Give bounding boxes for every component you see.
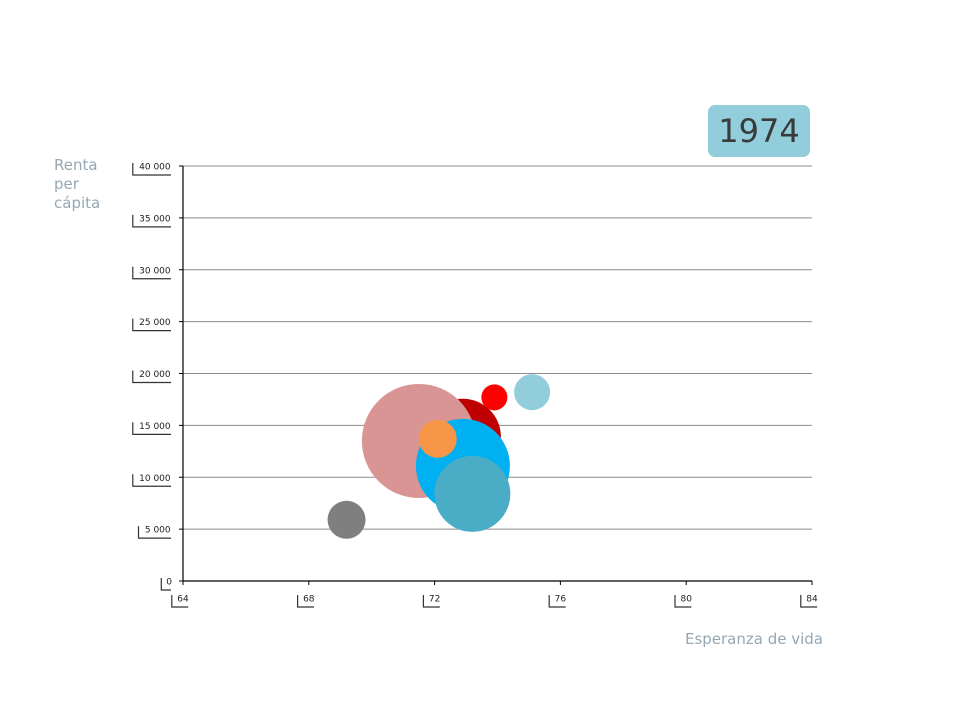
y-tick-label: 30 000 <box>139 266 171 276</box>
y-tick-label-shadow <box>132 422 171 435</box>
x-tick-label: 76 <box>555 595 567 605</box>
x-tick-label-shadow <box>800 595 818 608</box>
y-tick-label-shadow <box>132 318 171 332</box>
y-tick-label: 5 000 <box>145 526 171 536</box>
y-tick-label-shadow <box>160 578 171 591</box>
x-tick-label: 68 <box>303 595 315 605</box>
y-tick-label: 20 000 <box>139 370 171 380</box>
y-tick-label-shadow <box>132 474 171 487</box>
x-axis-label: Esperanza de vida <box>684 630 823 648</box>
y-axis-label-line: Renta <box>54 156 98 174</box>
y-tick-label-shadow <box>132 163 171 176</box>
y-axis-label-line: cápita <box>54 194 101 212</box>
bubble <box>327 500 366 539</box>
y-tick-label-shadow <box>132 214 171 228</box>
x-tick-label: 80 <box>680 595 692 605</box>
x-tick-label: 72 <box>429 595 440 605</box>
y-tick-label-shadow <box>132 370 171 384</box>
y-tick-label: 15 000 <box>139 422 171 432</box>
bubble <box>481 384 508 411</box>
year-label: 1974 <box>708 105 810 157</box>
y-tick-label: 25 000 <box>139 318 171 328</box>
y-tick-label: 10 000 <box>139 474 171 484</box>
x-tick-label-shadow <box>674 595 692 608</box>
y-tick-label-shadow <box>137 526 171 539</box>
y-tick-label: 0 <box>166 578 172 588</box>
x-tick-label-shadow <box>171 595 189 608</box>
y-axis-label-line: per <box>54 175 79 193</box>
y-tick-label: 40 000 <box>139 163 171 173</box>
y-axis-label: Renta per cápita <box>54 156 114 213</box>
x-tick-label-shadow <box>548 595 566 608</box>
x-tick-label: 64 <box>177 595 189 605</box>
x-tick-label-shadow <box>422 595 440 608</box>
x-tick-label-shadow <box>297 595 314 608</box>
y-tick-label: 35 000 <box>139 214 171 224</box>
bubble <box>418 419 457 458</box>
x-tick-label: 84 <box>806 595 818 605</box>
bubble <box>514 374 551 411</box>
bubble <box>434 455 511 532</box>
y-tick-label-shadow <box>132 266 171 280</box>
